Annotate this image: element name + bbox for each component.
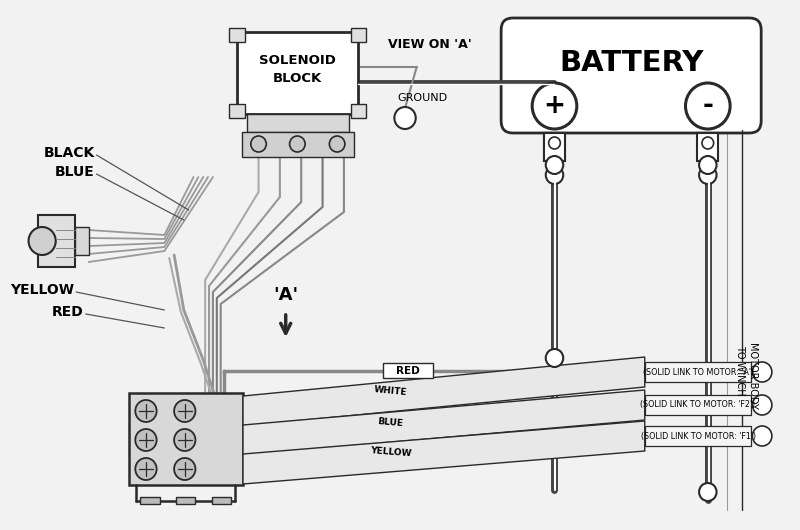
Bar [230, 28, 245, 42]
Circle shape [549, 137, 560, 149]
Bar [140, 497, 159, 504]
Circle shape [394, 107, 416, 129]
Text: BLOCK: BLOCK [274, 73, 322, 85]
Bar [544, 133, 565, 161]
Circle shape [135, 400, 157, 422]
Bar [129, 393, 243, 485]
Text: BATTERY: BATTERY [559, 49, 703, 77]
Circle shape [546, 166, 563, 184]
Bar [350, 104, 366, 118]
Text: MOTOR BODY: MOTOR BODY [749, 341, 758, 409]
Text: YELLOW: YELLOW [10, 283, 74, 297]
Bar [645, 395, 751, 415]
Bar [350, 28, 366, 42]
Text: SOLENOID: SOLENOID [259, 54, 336, 66]
Bar [697, 133, 718, 161]
Circle shape [29, 227, 56, 255]
Circle shape [250, 136, 266, 152]
Text: BLACK: BLACK [43, 146, 94, 160]
Circle shape [290, 136, 305, 152]
Text: 'A': 'A' [273, 286, 298, 304]
Text: (SOLID LINK TO MOTOR: 'A'): (SOLID LINK TO MOTOR: 'A') [642, 367, 754, 376]
Bar [645, 426, 751, 446]
Text: BLUE: BLUE [378, 417, 404, 428]
Text: RED: RED [52, 305, 84, 319]
Circle shape [686, 83, 730, 129]
Circle shape [699, 166, 717, 184]
Circle shape [546, 156, 563, 174]
Circle shape [753, 395, 772, 415]
Text: (SOLID LINK TO MOTOR: 'F1'): (SOLID LINK TO MOTOR: 'F1') [641, 431, 756, 440]
Circle shape [550, 171, 559, 181]
Text: (SOLID LINK TO MOTOR: 'F2'): (SOLID LINK TO MOTOR: 'F2') [641, 401, 756, 410]
Polygon shape [243, 421, 645, 484]
Bar [544, 133, 565, 161]
Text: VIEW ON 'A': VIEW ON 'A' [387, 39, 471, 51]
Circle shape [174, 458, 195, 480]
Text: -: - [702, 93, 714, 119]
Text: YELLOW: YELLOW [370, 446, 411, 458]
Circle shape [546, 349, 563, 367]
Circle shape [330, 136, 345, 152]
Bar [75, 227, 89, 255]
Circle shape [174, 400, 195, 422]
Polygon shape [243, 357, 645, 426]
Circle shape [135, 429, 157, 451]
Bar [212, 497, 231, 504]
Bar [242, 132, 354, 157]
Bar [176, 497, 195, 504]
Bar [645, 362, 751, 382]
Bar [38, 215, 75, 267]
Bar [382, 363, 433, 378]
Polygon shape [243, 390, 645, 455]
Circle shape [549, 137, 560, 149]
Circle shape [702, 137, 714, 149]
Circle shape [699, 156, 717, 174]
Circle shape [135, 458, 157, 480]
Text: WHITE: WHITE [374, 385, 407, 398]
Circle shape [174, 429, 195, 451]
Bar [237, 32, 358, 114]
FancyBboxPatch shape [501, 18, 761, 133]
Text: +: + [543, 93, 566, 119]
Text: RED: RED [396, 366, 420, 376]
Text: TO WINCH: TO WINCH [735, 344, 745, 395]
Circle shape [753, 362, 772, 382]
Bar [230, 104, 245, 118]
Text: GROUND: GROUND [398, 93, 447, 103]
Bar [247, 114, 349, 132]
Circle shape [532, 83, 577, 129]
Text: BLUE: BLUE [54, 165, 94, 179]
Circle shape [753, 426, 772, 446]
Circle shape [699, 483, 717, 501]
